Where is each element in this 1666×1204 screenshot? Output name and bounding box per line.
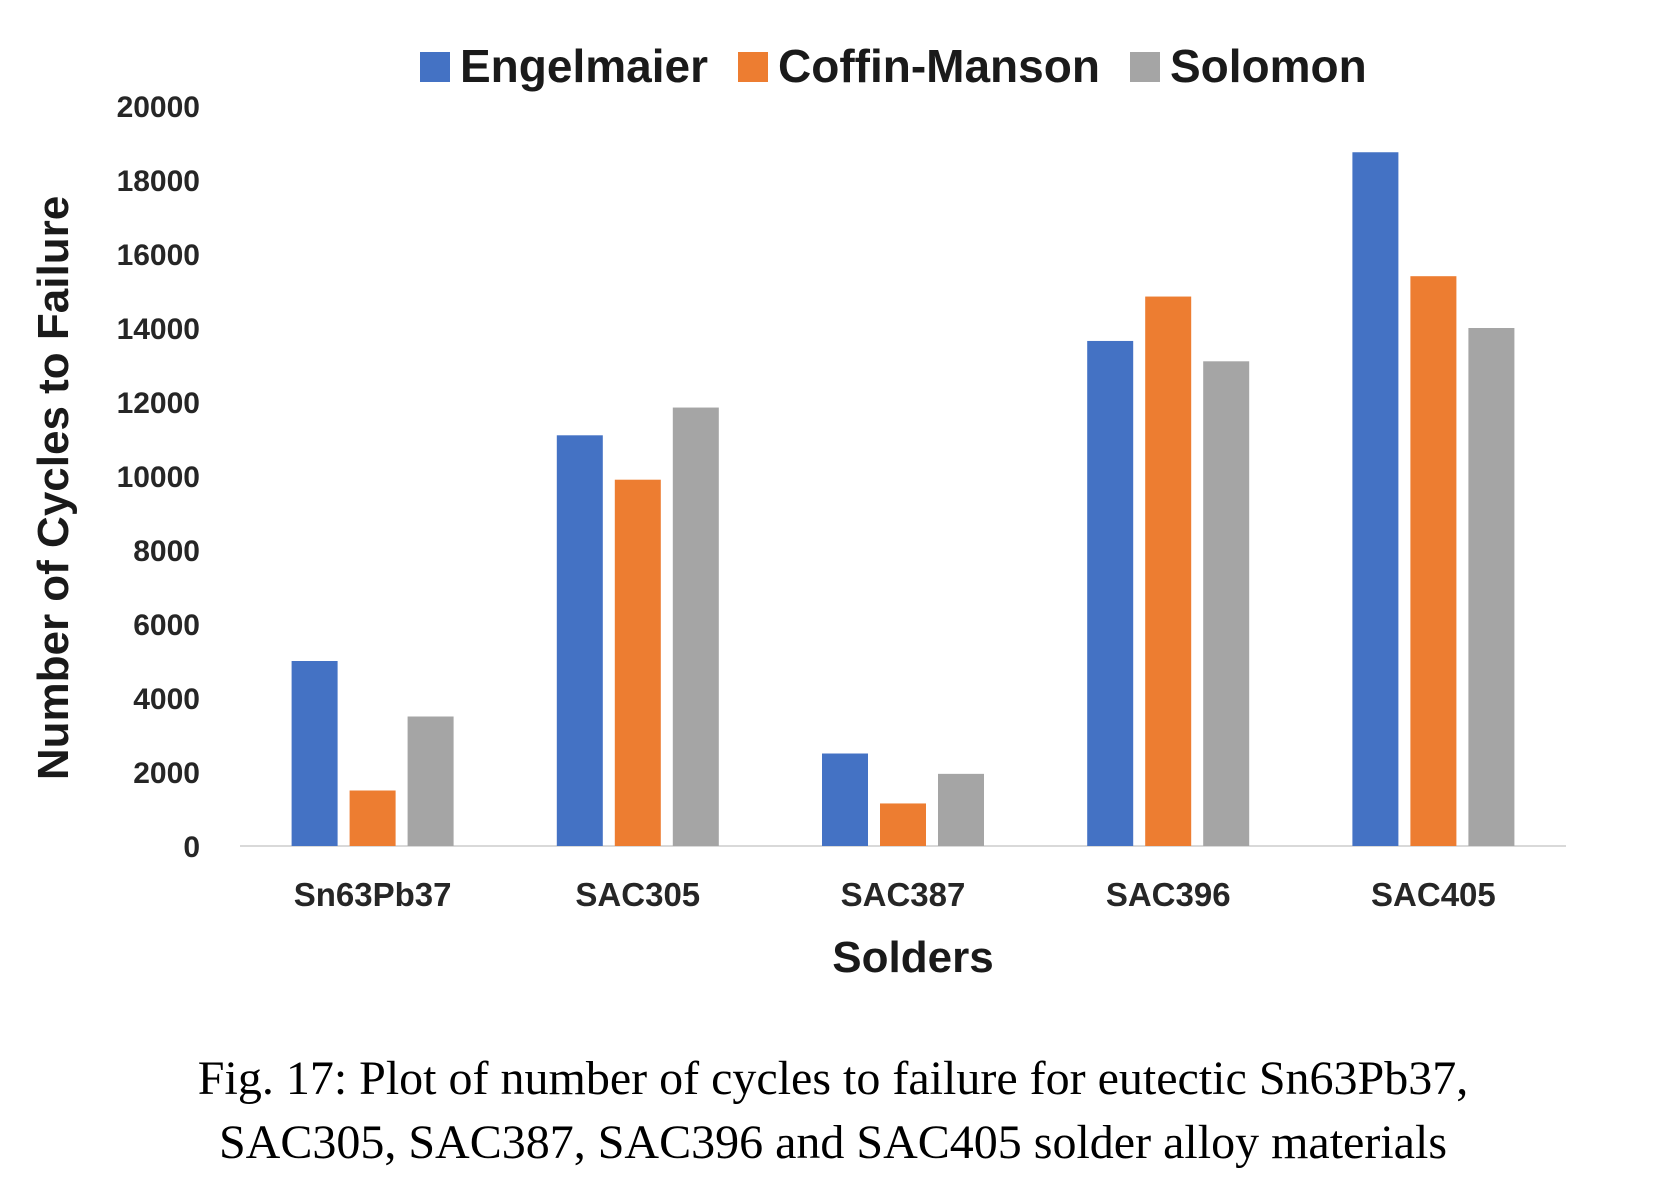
legend-swatch-coffin-manson [738, 52, 768, 82]
y-tick-label: 12000 [117, 387, 200, 420]
x-axis-categories: Sn63Pb37 SAC305 SAC387 SAC396 SAC405 [294, 876, 1496, 913]
y-tick-label: 2000 [133, 757, 200, 790]
x-axis-title: Solders [832, 933, 993, 982]
y-tick-label: 18000 [117, 165, 200, 198]
bar-chart: Engelmaier Coffin-Manson Solomon 0 2000 4000… [29, 40, 1566, 982]
legend-label: Engelmaier [460, 40, 708, 92]
bars [291, 152, 1515, 846]
bar-engelmaier-sac396 [1087, 340, 1134, 846]
legend-label: Coffin-Manson [778, 40, 1100, 92]
y-tick-label: 0 [183, 831, 200, 864]
bar-solomon-sac305 [672, 407, 719, 846]
bar-solomon-sac405 [1468, 328, 1515, 846]
bar-solomon-sac387 [938, 773, 984, 846]
bar-engelmaier-sac405 [1352, 152, 1399, 846]
y-tick-label: 10000 [117, 461, 200, 494]
y-axis-ticks: 0 2000 4000 6000 8000 10000 12000 14000 16000 180… [117, 91, 200, 864]
bar-engelmaier-sn63pb37 [291, 661, 338, 846]
y-tick-label: 4000 [133, 683, 200, 716]
x-category-label: SAC387 [841, 876, 966, 913]
figure-caption-line-1: Fig. 17: Plot of number of cycles to fai… [197, 1052, 1469, 1105]
legend: Engelmaier Coffin-Manson Solomon [420, 40, 1367, 92]
legend-swatch-engelmaier [420, 52, 450, 82]
y-tick-label: 6000 [133, 609, 200, 642]
bar-coffin-manson-sac387 [880, 803, 926, 846]
x-category-label: SAC305 [575, 876, 700, 913]
x-category-label: SAC405 [1371, 876, 1496, 913]
bar-engelmaier-sac305 [556, 435, 603, 846]
bar-coffin-manson-sac405 [1410, 276, 1457, 846]
y-tick-label: 8000 [133, 535, 200, 568]
x-category-label: SAC396 [1106, 876, 1231, 913]
y-axis-title: Number of Cycles to Failure [29, 196, 78, 780]
x-category-label: Sn63Pb37 [294, 876, 452, 913]
y-tick-label: 14000 [117, 313, 200, 346]
bar-coffin-manson-sac396 [1145, 296, 1192, 846]
bar-coffin-manson-sn63pb37 [349, 790, 396, 846]
bar-solomon-sn63pb37 [407, 716, 454, 846]
y-tick-label: 16000 [117, 239, 200, 272]
bar-engelmaier-sac387 [822, 753, 868, 846]
legend-label: Solomon [1170, 40, 1367, 92]
figure-caption-line-2: SAC305, SAC387, SAC396 and SAC405 solder… [218, 1116, 1447, 1169]
y-tick-label: 20000 [117, 91, 200, 124]
bar-coffin-manson-sac305 [614, 479, 661, 846]
legend-swatch-solomon [1130, 52, 1160, 82]
bar-solomon-sac396 [1203, 361, 1250, 846]
